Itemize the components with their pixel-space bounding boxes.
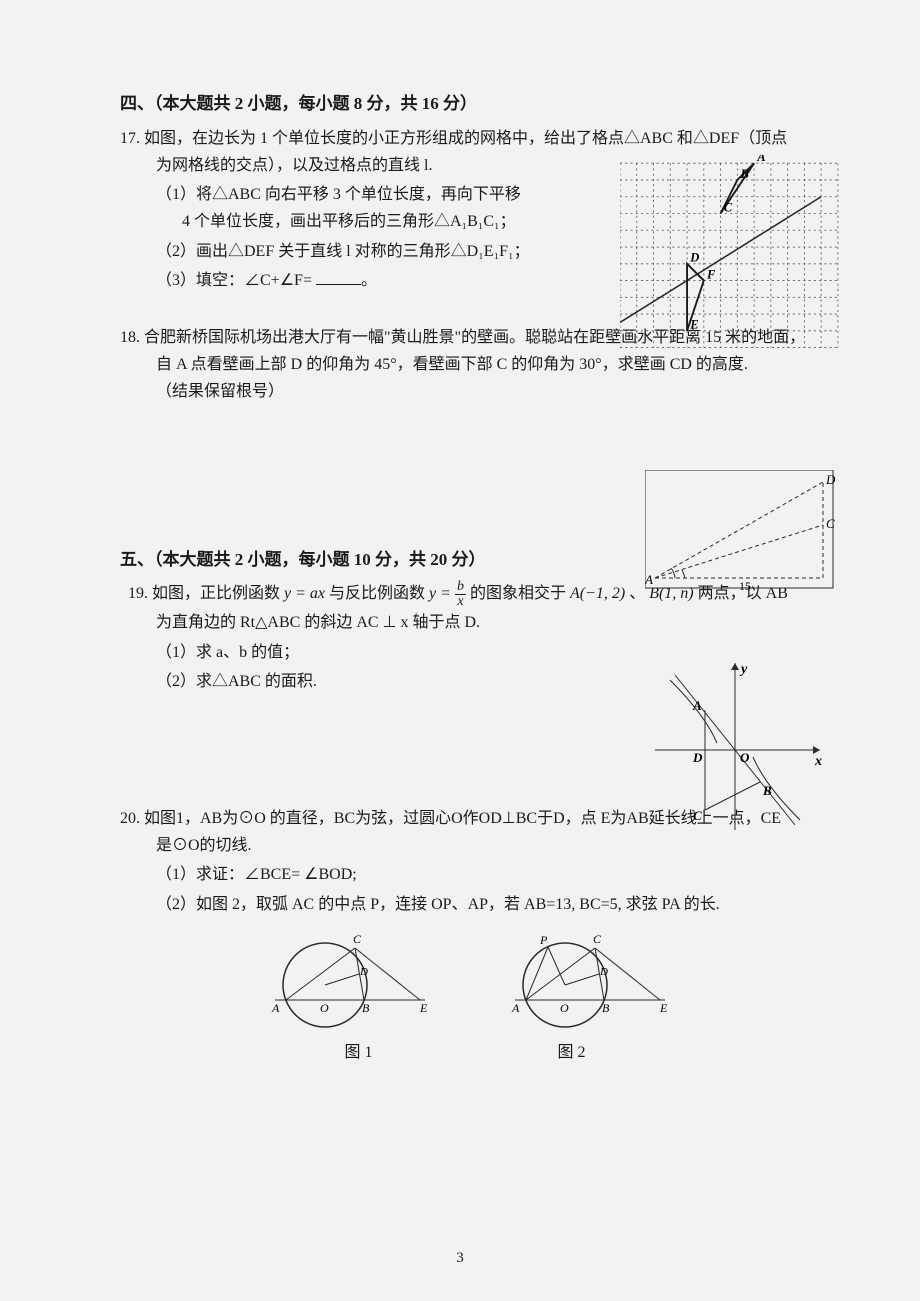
svg-text:A: A bbox=[511, 1001, 520, 1015]
p20-figures: A O B C D E A O B C D bbox=[120, 930, 810, 1035]
p20-fig1: A O B C D E bbox=[260, 930, 430, 1035]
p18-figure: A C D 15 bbox=[645, 470, 835, 590]
p19-frac-den: x bbox=[455, 595, 466, 609]
p17-sub3-suffix: 。 bbox=[361, 272, 377, 289]
p19-figure: A B C D O x y bbox=[645, 655, 825, 835]
svg-text:E: E bbox=[689, 318, 698, 332]
p20-cap2: 图 2 bbox=[558, 1039, 586, 1066]
svg-text:y: y bbox=[739, 662, 748, 677]
p19-pA: A(−1, 2) bbox=[570, 586, 625, 603]
svg-text:A: A bbox=[756, 155, 765, 164]
p19-l1c: 的图象相交于 bbox=[470, 586, 570, 603]
section-4-title: 四、（本大题共 2 小题，每小题 8 分，共 16 分） bbox=[120, 90, 810, 119]
svg-text:B: B bbox=[762, 783, 772, 798]
svg-text:B: B bbox=[602, 1001, 610, 1015]
p19-num: 19. bbox=[128, 586, 148, 603]
svg-text:C: C bbox=[826, 516, 835, 531]
p17-line1: 如图，在边长为 1 个单位长度的小正方形组成的网格中，给出了格点△ABC 和△D… bbox=[144, 130, 787, 147]
p20-line2: 是⊙O的切线. bbox=[120, 832, 810, 859]
svg-text:D: D bbox=[825, 472, 835, 487]
fill-blank bbox=[316, 269, 361, 285]
p19-eq2l: y = bbox=[429, 586, 455, 603]
svg-text:O: O bbox=[740, 750, 750, 765]
p19-line2: 为直角边的 Rt△ABC 的斜边 AC ⊥ x 轴于点 D. bbox=[120, 609, 810, 636]
p18-line3: （结果保留根号） bbox=[120, 378, 810, 405]
svg-text:A: A bbox=[692, 698, 702, 713]
svg-text:B: B bbox=[362, 1001, 370, 1015]
p19-eq1: y = ax bbox=[284, 586, 325, 603]
svg-text:D: D bbox=[359, 966, 368, 978]
p20-fig2: A O B C D E P bbox=[500, 930, 670, 1035]
p17-sub3-prefix: （3）填空：∠C+∠F= bbox=[156, 272, 316, 289]
svg-text:A: A bbox=[271, 1001, 280, 1015]
problem-20: 20. 如图1，AB为⊙O 的直径，BC为弦，过圆心O作OD⊥BC于D，点 E为… bbox=[120, 805, 810, 1066]
svg-text:C: C bbox=[724, 200, 733, 214]
svg-text:15: 15 bbox=[739, 579, 751, 590]
svg-text:A: A bbox=[645, 572, 653, 587]
svg-text:D: D bbox=[689, 251, 699, 265]
p18-num: 18. bbox=[120, 329, 140, 346]
p19-l1a: 如图，正比例函数 bbox=[152, 586, 284, 603]
p19-frac-num: b bbox=[455, 580, 466, 595]
svg-text:C: C bbox=[593, 932, 602, 946]
svg-text:E: E bbox=[659, 1001, 668, 1015]
p17-stem: 17. 如图，在边长为 1 个单位长度的小正方形组成的网格中，给出了格点△ABC… bbox=[120, 125, 810, 152]
p19-frac: bx bbox=[455, 580, 466, 609]
p17-grid-figure: AB C D E F bbox=[620, 155, 840, 360]
svg-text:F: F bbox=[706, 267, 716, 281]
svg-text:D: D bbox=[599, 966, 608, 978]
svg-text:D: D bbox=[692, 750, 703, 765]
svg-text:E: E bbox=[419, 1001, 428, 1015]
p20-sub2: （2）如图 2，取弧 AC 的中点 P，连接 OP、AP，若 AB=13, BC… bbox=[120, 891, 810, 918]
svg-text:C: C bbox=[693, 808, 702, 823]
svg-text:O: O bbox=[560, 1001, 569, 1015]
p19-l1b: 与反比例函数 bbox=[329, 586, 429, 603]
svg-text:O: O bbox=[320, 1001, 329, 1015]
svg-text:P: P bbox=[539, 933, 548, 947]
page-number: 3 bbox=[456, 1246, 464, 1272]
svg-text:x: x bbox=[814, 754, 822, 769]
p19-l1d: 、 bbox=[629, 586, 645, 603]
p20-cap1: 图 1 bbox=[344, 1039, 372, 1066]
p17-num: 17. bbox=[120, 130, 140, 147]
p20-sub1: （1）求证：∠BCE= ∠BOD; bbox=[120, 861, 810, 888]
svg-text:B: B bbox=[739, 167, 748, 181]
p20-captions: 图 1 图 2 bbox=[120, 1039, 810, 1066]
p20-num: 20. bbox=[120, 810, 140, 827]
svg-text:C: C bbox=[353, 932, 362, 946]
